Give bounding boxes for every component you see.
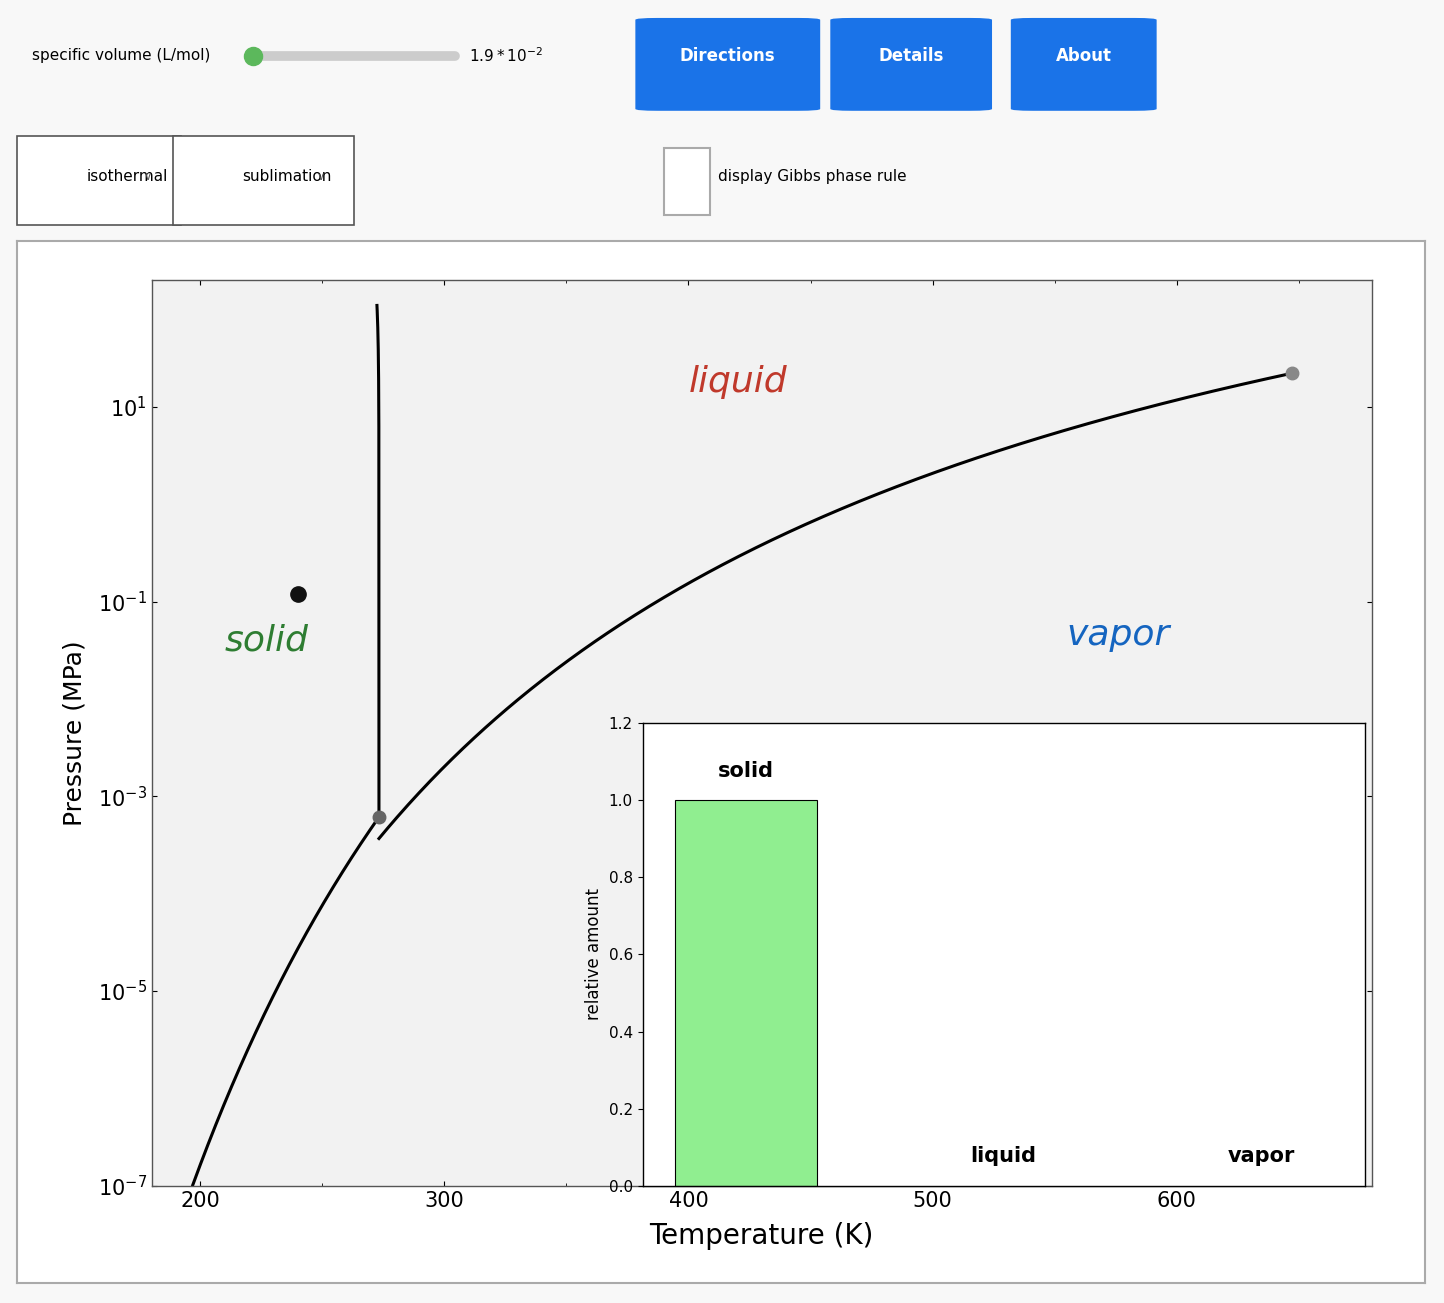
Text: solid: solid bbox=[225, 623, 309, 657]
Text: Directions: Directions bbox=[680, 47, 775, 65]
X-axis label: Temperature (K): Temperature (K) bbox=[650, 1222, 874, 1250]
Text: vapor: vapor bbox=[1227, 1147, 1295, 1166]
Text: About: About bbox=[1056, 47, 1112, 65]
Text: vapor: vapor bbox=[1067, 619, 1170, 653]
FancyBboxPatch shape bbox=[173, 136, 354, 224]
Text: solid: solid bbox=[718, 761, 774, 780]
Text: ∨: ∨ bbox=[143, 172, 152, 182]
FancyBboxPatch shape bbox=[1011, 18, 1157, 111]
FancyBboxPatch shape bbox=[830, 18, 992, 111]
Text: Details: Details bbox=[878, 47, 944, 65]
FancyBboxPatch shape bbox=[17, 136, 180, 224]
Text: sublimation: sublimation bbox=[243, 169, 332, 185]
Y-axis label: relative amount: relative amount bbox=[585, 889, 604, 1020]
Text: ∨: ∨ bbox=[316, 172, 325, 182]
Text: $1.9*10^{-2}$: $1.9*10^{-2}$ bbox=[469, 47, 543, 65]
Bar bbox=[676, 800, 817, 1186]
Text: liquid: liquid bbox=[689, 365, 787, 399]
FancyBboxPatch shape bbox=[635, 18, 820, 111]
Text: liquid: liquid bbox=[970, 1147, 1037, 1166]
Text: display Gibbs phase rule: display Gibbs phase rule bbox=[718, 169, 907, 185]
FancyBboxPatch shape bbox=[664, 147, 710, 215]
Text: isothermal: isothermal bbox=[87, 169, 168, 185]
Text: specific volume (L/mol): specific volume (L/mol) bbox=[32, 48, 211, 64]
Y-axis label: Pressure (MPa): Pressure (MPa) bbox=[62, 640, 87, 826]
